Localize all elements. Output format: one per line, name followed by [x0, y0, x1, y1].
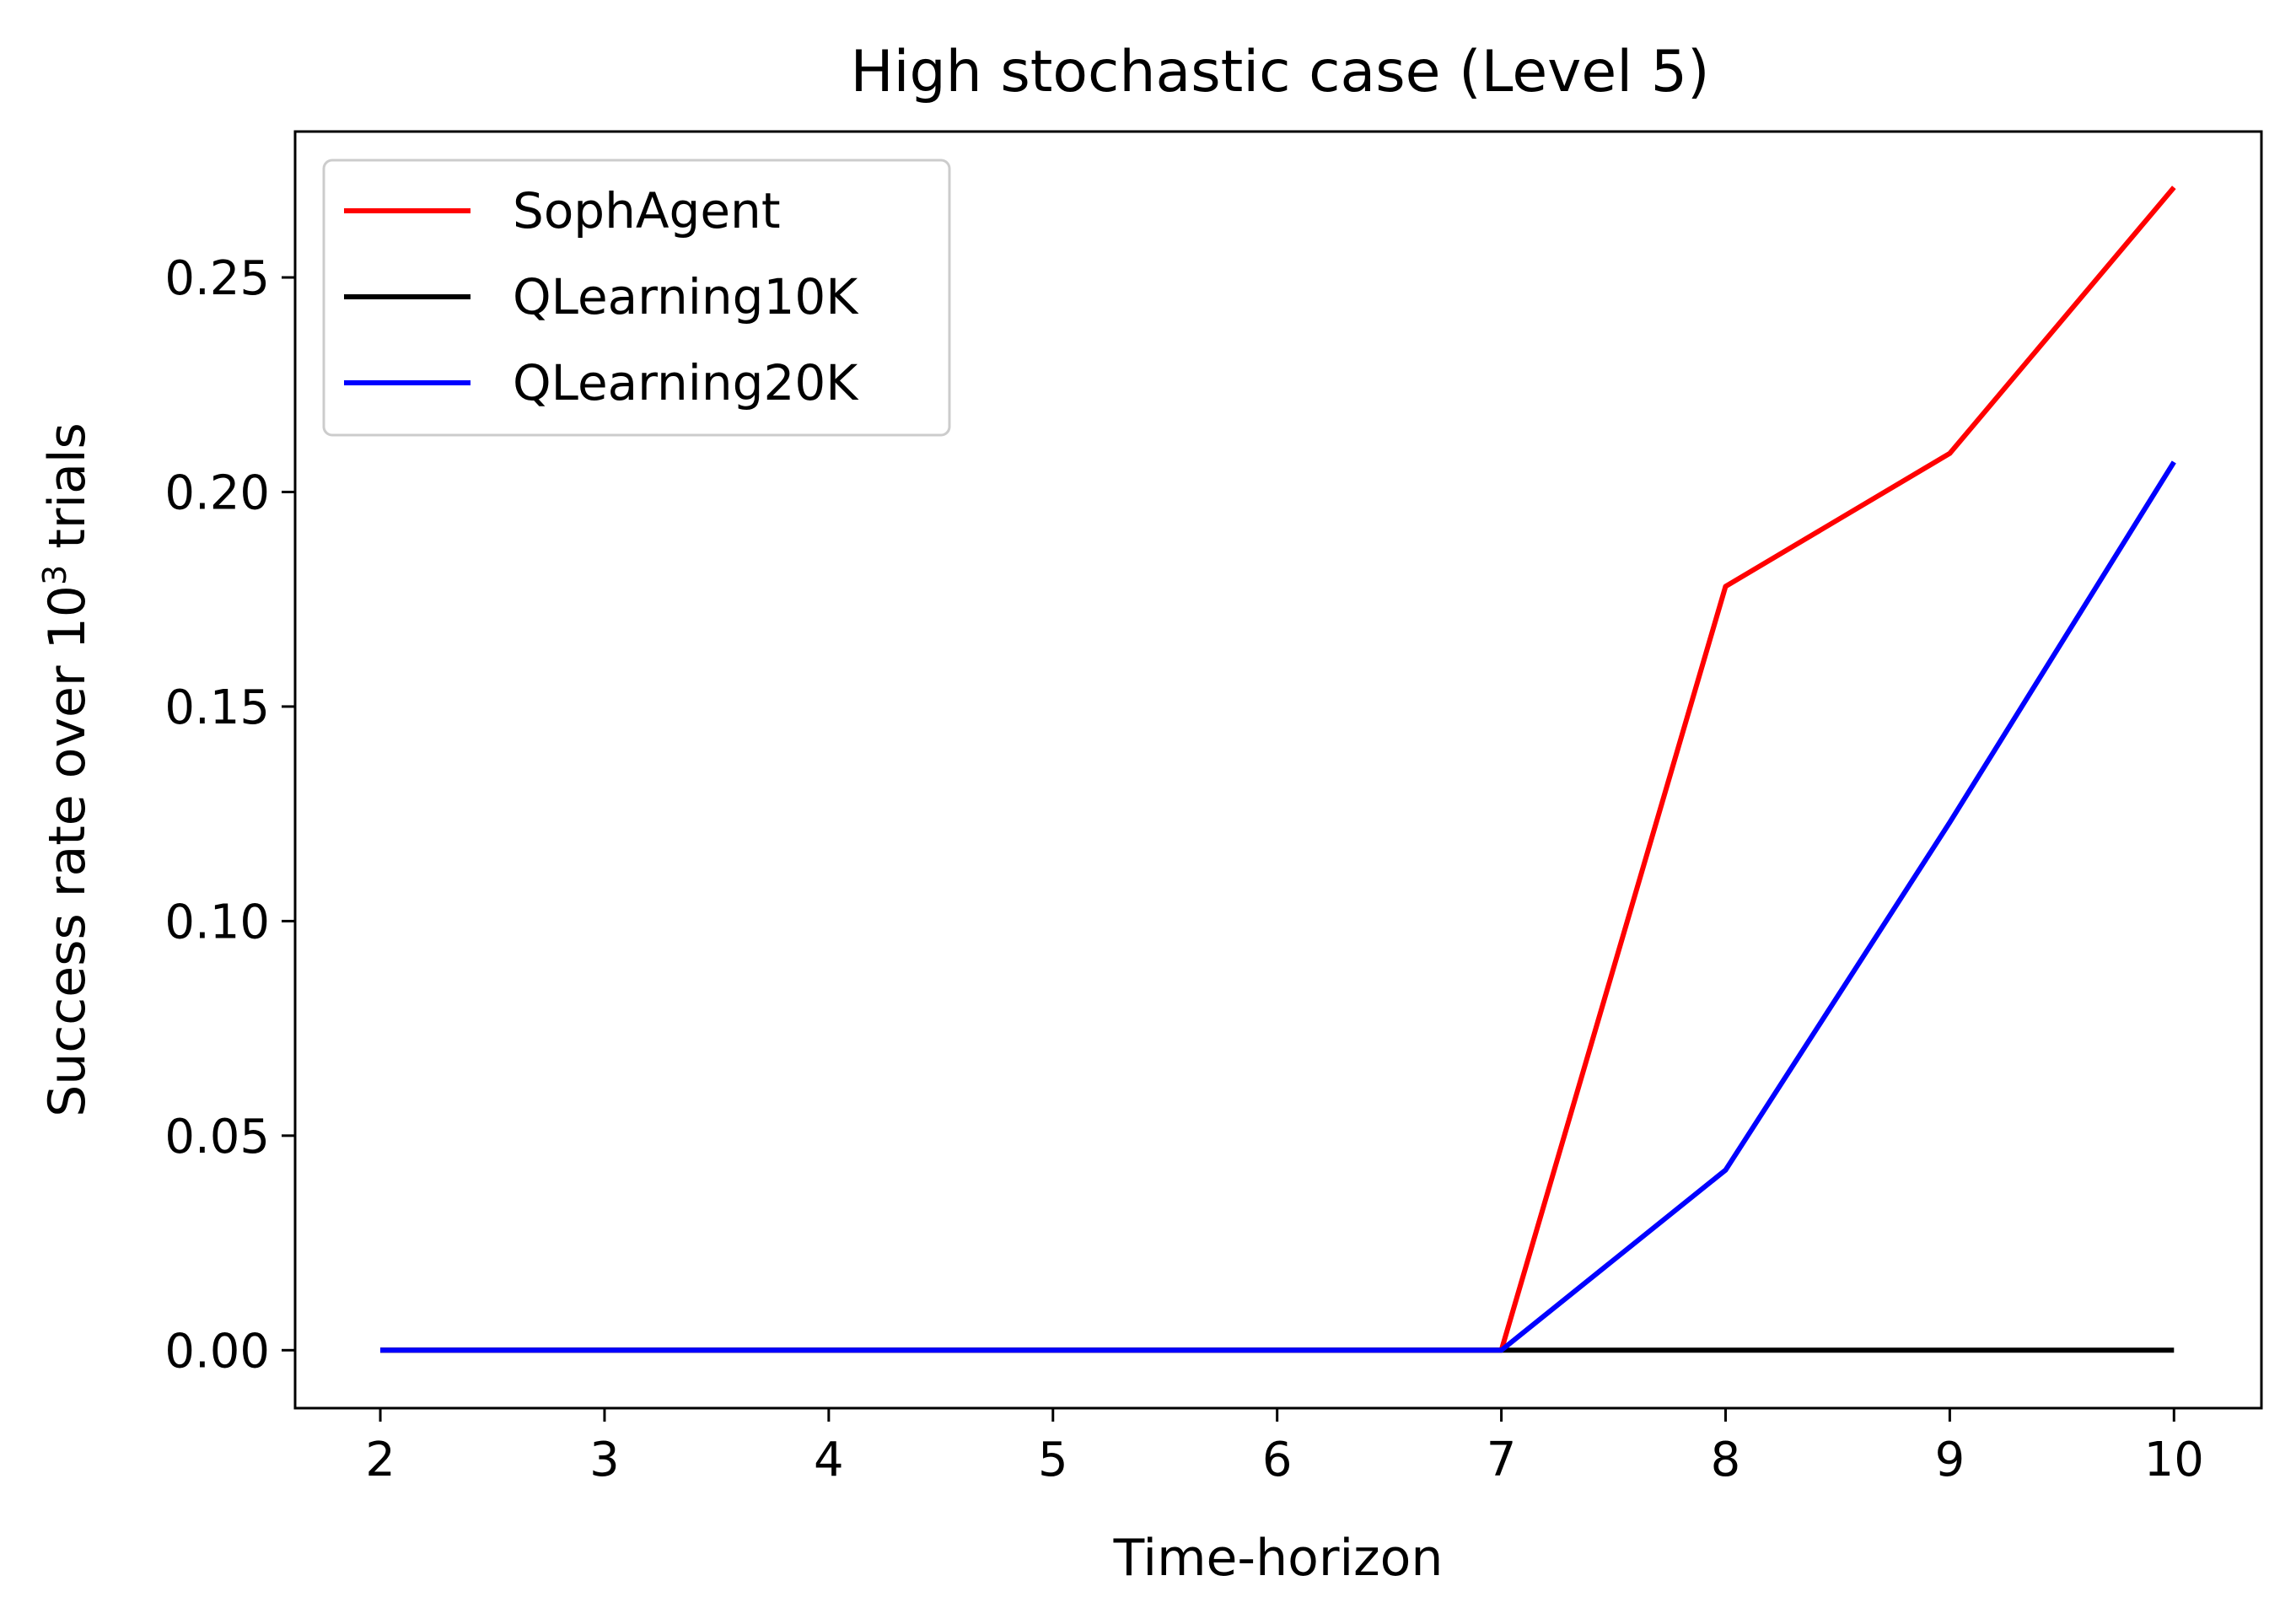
x-axis-label: Time-horizon	[1113, 1529, 1444, 1588]
series-layer	[380, 186, 2176, 1353]
y-axis-label-suffix: trials	[38, 422, 97, 565]
legend: SophAgent QLearning10K QLearning20K	[322, 159, 951, 437]
x-axis: 2 3 4 5 6 7 8 9 10	[365, 1408, 2204, 1487]
x-tick-label: 4	[814, 1433, 844, 1487]
x-tick-label: 7	[1487, 1433, 1517, 1487]
y-axis: 0.00 0.05 0.10 0.15 0.20 0.25	[164, 251, 295, 1379]
y-tick-label: 0.05	[164, 1110, 270, 1164]
x-tick-label: 5	[1038, 1433, 1068, 1487]
y-tick-label: 0.15	[164, 680, 270, 735]
x-tick-label: 8	[1711, 1433, 1741, 1487]
y-axis-label: Success rate over 103 trials	[36, 422, 97, 1117]
x-tick-label: 10	[2144, 1433, 2204, 1487]
x-tick-label: 6	[1262, 1433, 1293, 1487]
x-tick-label: 2	[365, 1433, 395, 1487]
x-tick-label: 9	[1935, 1433, 1965, 1487]
legend-box	[322, 159, 951, 437]
y-axis-label-base: Success rate over 10	[38, 585, 97, 1117]
chart-title: High stochastic case (Level 5)	[850, 39, 1709, 105]
legend-label: QLearning10K	[513, 268, 859, 325]
y-tick-label: 0.00	[164, 1324, 270, 1379]
series-line-qlearning20k	[380, 460, 2176, 1353]
x-tick-label: 3	[589, 1433, 620, 1487]
legend-label: QLearning20K	[513, 354, 859, 411]
y-tick-label: 0.10	[164, 895, 270, 949]
y-tick-label: 0.25	[164, 251, 270, 306]
y-tick-label: 0.20	[164, 465, 270, 520]
legend-label: SophAgent	[513, 182, 781, 239]
y-axis-label-superscript: 3	[36, 565, 73, 585]
